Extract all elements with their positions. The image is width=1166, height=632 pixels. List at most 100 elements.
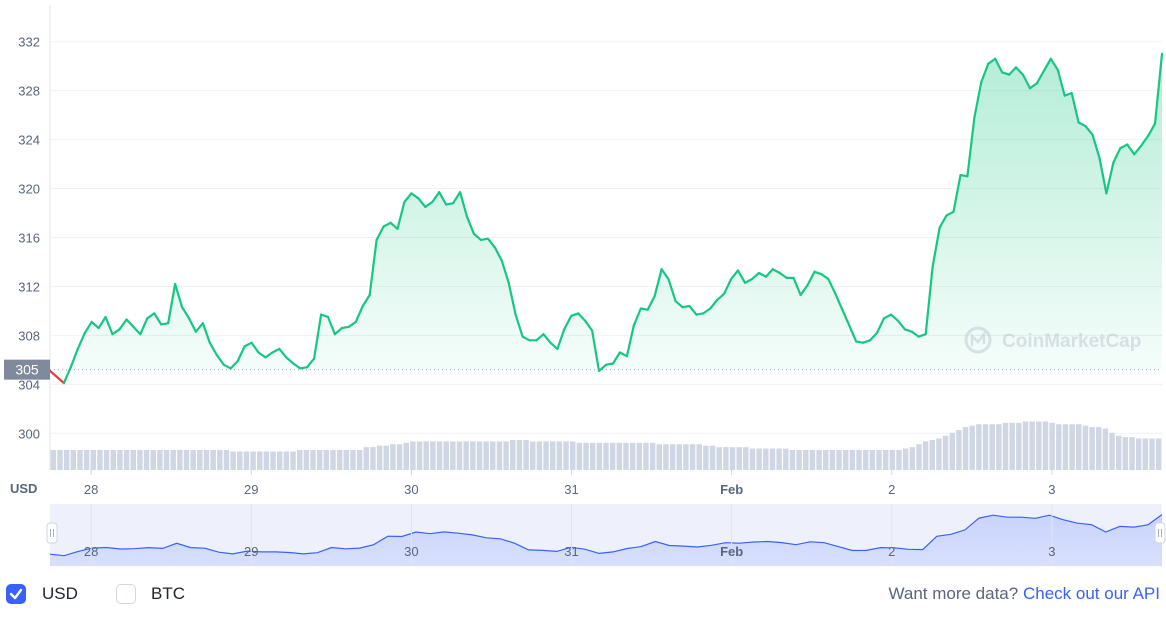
price-line-segment bbox=[1126, 143, 1136, 156]
volume-bar bbox=[876, 450, 882, 470]
price-line-segment bbox=[445, 202, 455, 206]
price-line-segment bbox=[111, 328, 121, 336]
price-line-segment bbox=[472, 232, 482, 241]
price-line-segment bbox=[62, 366, 72, 385]
volume-bar bbox=[902, 448, 909, 470]
volume-bar bbox=[936, 438, 942, 470]
price-line-segment bbox=[938, 214, 948, 229]
navigator-tick-label: Feb bbox=[720, 544, 743, 559]
volume-bar bbox=[363, 447, 370, 470]
price-line-segment bbox=[431, 191, 441, 204]
volume-bar bbox=[896, 450, 902, 470]
price-line-segment bbox=[48, 369, 59, 379]
volume-bar bbox=[390, 444, 396, 470]
price-line-segment bbox=[750, 271, 761, 281]
price-line-segment bbox=[549, 341, 559, 350]
price-line-segment bbox=[1153, 52, 1164, 125]
volume-bar bbox=[669, 444, 676, 470]
coinmarketcap-watermark: CoinMarketCap bbox=[964, 326, 1141, 354]
volume-bar bbox=[1115, 435, 1122, 470]
price-line-segment bbox=[368, 238, 378, 297]
price-line-segment bbox=[973, 80, 983, 119]
volume-bar bbox=[689, 444, 696, 470]
price-line-segment bbox=[194, 322, 204, 333]
volume-bar bbox=[909, 447, 916, 470]
price-line-segment bbox=[347, 320, 357, 328]
price-line-segment bbox=[1042, 57, 1052, 73]
navigator-tick-label: 28 bbox=[84, 544, 98, 559]
volume-bar bbox=[1089, 427, 1095, 470]
price-line-segment bbox=[1091, 133, 1101, 160]
price-line-segment bbox=[903, 328, 913, 333]
price-line-segment bbox=[514, 313, 524, 338]
navigator-handle-right[interactable] bbox=[1154, 522, 1166, 544]
volume-bar bbox=[1049, 422, 1055, 470]
price-line-segment bbox=[563, 314, 573, 331]
price-line-segment bbox=[292, 362, 302, 370]
volume-bar bbox=[856, 450, 862, 470]
price-line-segment bbox=[910, 330, 920, 338]
volume-bar bbox=[1022, 421, 1029, 470]
volume-bar bbox=[589, 442, 596, 470]
volume-bar bbox=[376, 445, 383, 470]
price-line-segment bbox=[604, 362, 615, 366]
volume-bar bbox=[83, 450, 90, 470]
volume-bar bbox=[803, 450, 809, 470]
y-tick-label: 312 bbox=[18, 279, 40, 294]
api-link[interactable]: Check out our API bbox=[1022, 584, 1160, 603]
volume-bar bbox=[949, 432, 955, 470]
btc-checkbox[interactable] bbox=[116, 584, 136, 604]
volume-bar bbox=[450, 441, 456, 470]
volume-bar bbox=[50, 450, 57, 470]
price-line-segment bbox=[1000, 71, 1011, 76]
volume-bar bbox=[303, 450, 310, 470]
price-line-segment bbox=[646, 295, 656, 311]
price-line-segment bbox=[1077, 121, 1087, 128]
price-line-segment bbox=[250, 341, 260, 354]
volume-bar bbox=[163, 450, 170, 470]
price-line-segment bbox=[83, 320, 93, 334]
volume-bar bbox=[323, 450, 330, 470]
volume-bar bbox=[842, 450, 849, 470]
volume-bar bbox=[623, 442, 629, 470]
volume-bar bbox=[716, 447, 722, 470]
volume-bar bbox=[316, 450, 323, 470]
price-line-segment bbox=[500, 259, 510, 284]
price-line-segment bbox=[104, 315, 114, 336]
price-line-segment bbox=[542, 333, 552, 344]
volume-bar bbox=[563, 441, 569, 470]
price-line-segment bbox=[535, 333, 545, 342]
volume-bar bbox=[656, 444, 662, 470]
price-line-segment bbox=[313, 313, 323, 360]
navigator-tick-label: 31 bbox=[564, 544, 578, 559]
price-chart: 300304308312316320324328332305CoinMarket… bbox=[4, 5, 1166, 566]
volume-bar bbox=[676, 444, 682, 470]
volume-bar bbox=[416, 441, 423, 470]
volume-bar bbox=[137, 450, 143, 470]
volume-bar bbox=[1002, 422, 1009, 470]
price-line-segment bbox=[299, 366, 309, 370]
price-line-segment bbox=[848, 324, 858, 343]
volume-bar bbox=[763, 448, 769, 470]
navigator-area bbox=[50, 514, 1162, 566]
volume-bar bbox=[476, 441, 483, 470]
navigator-tick-label: 29 bbox=[244, 544, 258, 559]
price-line-segment bbox=[868, 331, 879, 342]
volume-bar bbox=[230, 451, 236, 470]
volume-bar bbox=[789, 450, 796, 470]
price-line-segment bbox=[1056, 68, 1066, 97]
price-line-segment bbox=[632, 307, 642, 327]
volume-bar bbox=[1129, 437, 1135, 470]
price-line-segment bbox=[1133, 144, 1143, 156]
volume-bar bbox=[729, 447, 736, 470]
x-tick-label: 31 bbox=[564, 482, 578, 497]
price-line-segment bbox=[952, 174, 962, 213]
volume-bar bbox=[356, 450, 363, 470]
navigator-handle-left[interactable] bbox=[46, 522, 58, 544]
price-line-segment bbox=[729, 269, 740, 281]
volume-bar bbox=[183, 450, 190, 470]
price-line-segment bbox=[841, 308, 851, 327]
volume-bar bbox=[749, 448, 756, 470]
volume-bar bbox=[643, 442, 649, 470]
usd-checkbox[interactable] bbox=[6, 584, 26, 604]
